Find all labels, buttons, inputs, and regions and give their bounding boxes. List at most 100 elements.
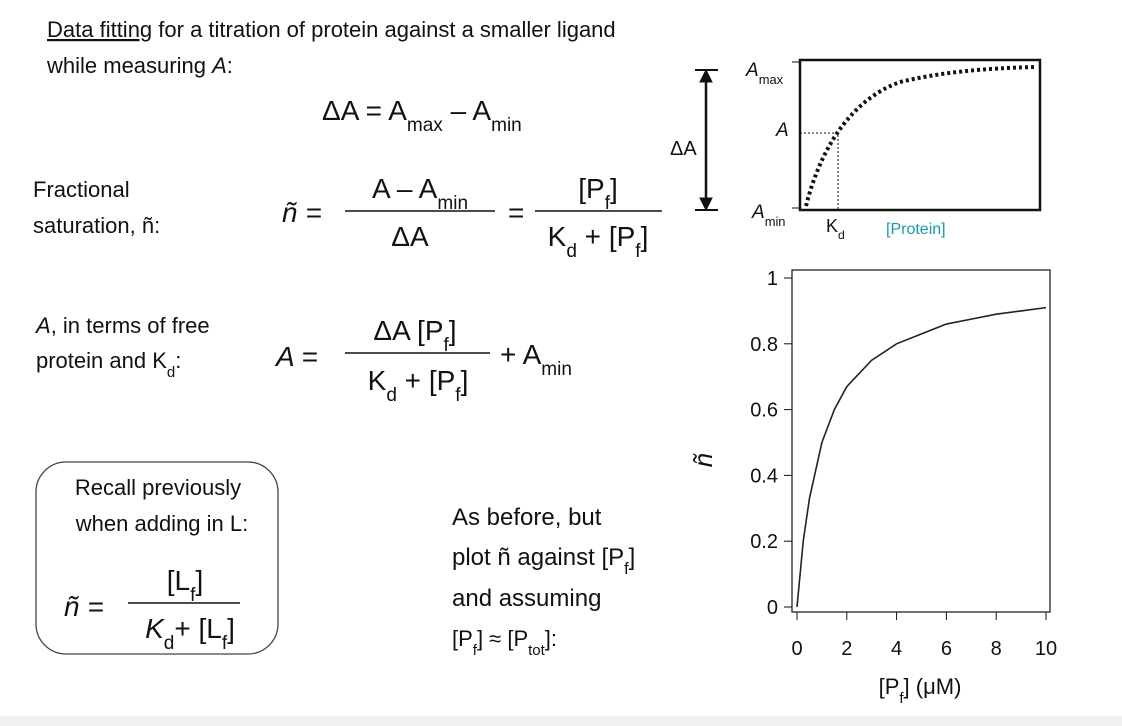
text-run: – A: [443, 95, 492, 126]
note-line: and assuming: [452, 585, 601, 612]
numerator: [Lf]: [167, 565, 203, 606]
numerator: [Pf]: [578, 173, 618, 214]
title: Data fitting for a titration of protein …: [47, 17, 616, 42]
text-run: tot: [528, 642, 545, 659]
text-run: ]: [449, 315, 457, 346]
text-run: ]: [610, 173, 618, 204]
text-run: min: [437, 193, 468, 214]
x-label: [Protein]: [886, 221, 946, 238]
text-run: + A: [500, 339, 542, 370]
x-tick-label: 2: [841, 638, 852, 660]
equation-lhs: A =: [274, 341, 318, 372]
text-run: protein and K: [36, 348, 167, 373]
label: A, in terms of free: [34, 313, 210, 338]
x-tick-label: 10: [1035, 638, 1057, 660]
curve: [796, 306, 1047, 608]
equals: =: [508, 197, 524, 228]
text-run: As before, but: [452, 504, 602, 531]
text-run: [L: [167, 565, 190, 596]
text-run: f: [444, 335, 450, 356]
text-run: f: [605, 193, 611, 214]
text-run: d: [838, 228, 845, 242]
text-run: min: [765, 214, 786, 229]
y-tick-label: 0: [767, 597, 778, 619]
x-axis-label: [Pf] (μM): [879, 674, 962, 707]
x-tick-label: 6: [941, 638, 952, 660]
text-run: plot ñ against [P: [452, 544, 624, 571]
text-run: :: [227, 53, 233, 78]
text-run: d: [167, 364, 175, 381]
y-tick-label: 0.4: [750, 465, 778, 487]
amin-label: Amin: [751, 202, 785, 229]
text-run: K: [368, 365, 387, 396]
text-run: , in terms of free: [51, 313, 210, 338]
text-run: f: [624, 560, 629, 578]
text-run: for a titration of protein against a sma…: [152, 17, 615, 42]
label: saturation, ñ:: [33, 213, 160, 238]
text-run: [P: [879, 674, 900, 699]
schematic: [695, 58, 1042, 212]
delta-label: ΔA: [670, 138, 697, 160]
title-line2: while measuring A:: [46, 53, 233, 78]
footer-bar: [0, 716, 1122, 726]
text-run: f: [899, 690, 904, 707]
note-line: [Pf] ≈ [Ptot]:: [452, 626, 557, 659]
text-run: + [P: [397, 365, 455, 396]
equation-lhs: ñ =: [64, 591, 104, 622]
recall-box: [35, 461, 279, 655]
amax-label: Amax: [745, 60, 784, 87]
text-run: ]: [227, 613, 235, 644]
x-tick-label: 0: [791, 638, 802, 660]
text-run: and assuming: [452, 585, 601, 612]
text-run: min: [491, 115, 522, 136]
text-run: ΔA [P: [373, 315, 443, 346]
text-run: ]: [629, 544, 636, 571]
kd-label: Kd: [826, 216, 845, 242]
text-run: min: [541, 359, 572, 380]
text-run: ] (μM): [904, 674, 962, 699]
denominator: Kd+ [Lf]: [145, 613, 235, 654]
equation-lhs: ñ =: [282, 197, 322, 228]
label: protein and Kd:: [36, 348, 181, 381]
note-line: plot ñ against [Pf]: [452, 544, 635, 578]
text-run: K: [145, 613, 165, 644]
recall-line: when adding in L:: [75, 511, 248, 536]
text-run: ]: [641, 221, 649, 252]
text-run: A: [34, 313, 51, 338]
y-axis-label: ñ: [688, 453, 718, 467]
note-line: As before, but: [452, 504, 602, 531]
text-run: f: [635, 241, 641, 262]
denominator: Kd + [Pf]: [548, 221, 649, 262]
text-run: ]: [195, 565, 203, 596]
text-run: + [L: [174, 613, 221, 644]
y-tick-label: 0.8: [750, 334, 778, 356]
y-tick-label: 0.2: [750, 531, 778, 553]
text-run: ] ≈ [P: [477, 626, 528, 651]
text-run: [P: [452, 626, 473, 651]
numerator: ΔA [Pf]: [373, 315, 456, 356]
text-run: f: [190, 585, 196, 606]
label: Fractional: [33, 177, 130, 202]
x-tick-label: 4: [891, 638, 902, 660]
y-tick-label: 0.6: [750, 400, 778, 422]
text-run: d: [164, 633, 175, 654]
text-run: ]: [461, 365, 469, 396]
text-run: f: [455, 385, 461, 406]
y-tick-label: 1: [767, 268, 778, 290]
numerator: A – Amin: [372, 173, 468, 214]
text-run: A: [745, 60, 759, 81]
text-run: A: [751, 202, 765, 223]
text-run: ]:: [545, 626, 557, 651]
text-run: [P: [578, 173, 604, 204]
text-run: Data fitting: [47, 17, 152, 42]
a-label: A: [775, 120, 789, 141]
text-run: K: [548, 221, 567, 252]
text-run: A: [210, 53, 227, 78]
text-run: f: [473, 642, 478, 659]
x-tick-label: 8: [991, 638, 1002, 660]
text-run: f: [222, 633, 228, 654]
text-run: d: [566, 241, 577, 262]
text-run: + [P: [577, 221, 635, 252]
recall-line: Recall previously: [75, 475, 241, 500]
